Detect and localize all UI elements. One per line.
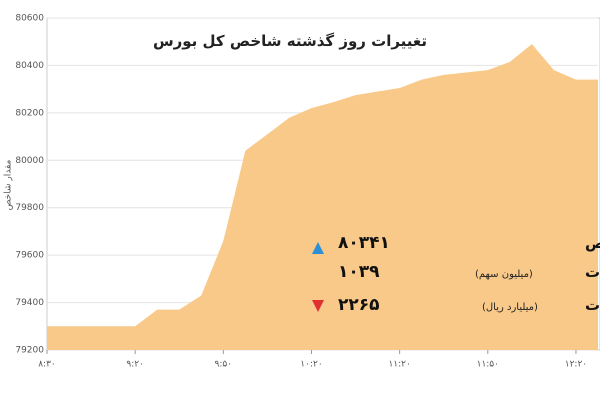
y-tick-label: 79600 (15, 251, 44, 261)
area-layer (47, 44, 598, 350)
stats: شاخص ۸۰۳۴۱ حجم معاملات (میلیون سهم) ۱۰۳۹… (312, 233, 600, 315)
y-tick-label: 79800 (15, 203, 44, 213)
chart-title: تغییرات روز گذشته شاخص کل بورس (153, 32, 427, 50)
y-tick-label: 79200 (15, 346, 44, 356)
x-tick-label: ۱۰:۲۰ (300, 360, 322, 370)
stat-unit: (میلیارد ریال) (482, 302, 538, 313)
stat-label: ارزش معاملات (585, 296, 600, 314)
x-tick-label: ۱۱:۵۰ (477, 360, 499, 370)
stat-value: ۸۰۳۴۱ (338, 233, 390, 253)
stat-value: ۱۰۳۹ (338, 262, 380, 282)
y-tick-label: 80200 (15, 108, 44, 118)
area (47, 44, 598, 350)
down-arrow (312, 300, 324, 312)
x-tick-label: ۱۱:۲۰ (388, 360, 410, 370)
up-arrow (312, 242, 324, 254)
y-tick-label: 80400 (15, 61, 44, 71)
y-tick-label: 80000 (15, 156, 44, 166)
y-tick-label: 80600 (15, 14, 44, 24)
x-tick-label: ۱۲:۲۰ (565, 360, 587, 370)
x-tick-label: ۹:۲۰ (126, 360, 144, 370)
x-tick-label: ۹:۵۰ (215, 360, 233, 370)
stat-value: ۲۲۶۵ (338, 295, 380, 315)
stat-label: حجم معاملات (585, 263, 600, 281)
stat-label: شاخص (585, 234, 600, 252)
stat-unit: (میلیون سهم) (475, 269, 533, 280)
y-axis-title: مقدار شاخص (4, 159, 14, 210)
y-tick-label: 79400 (15, 298, 44, 308)
x-tick-label: ۸:۳۰ (38, 360, 56, 370)
